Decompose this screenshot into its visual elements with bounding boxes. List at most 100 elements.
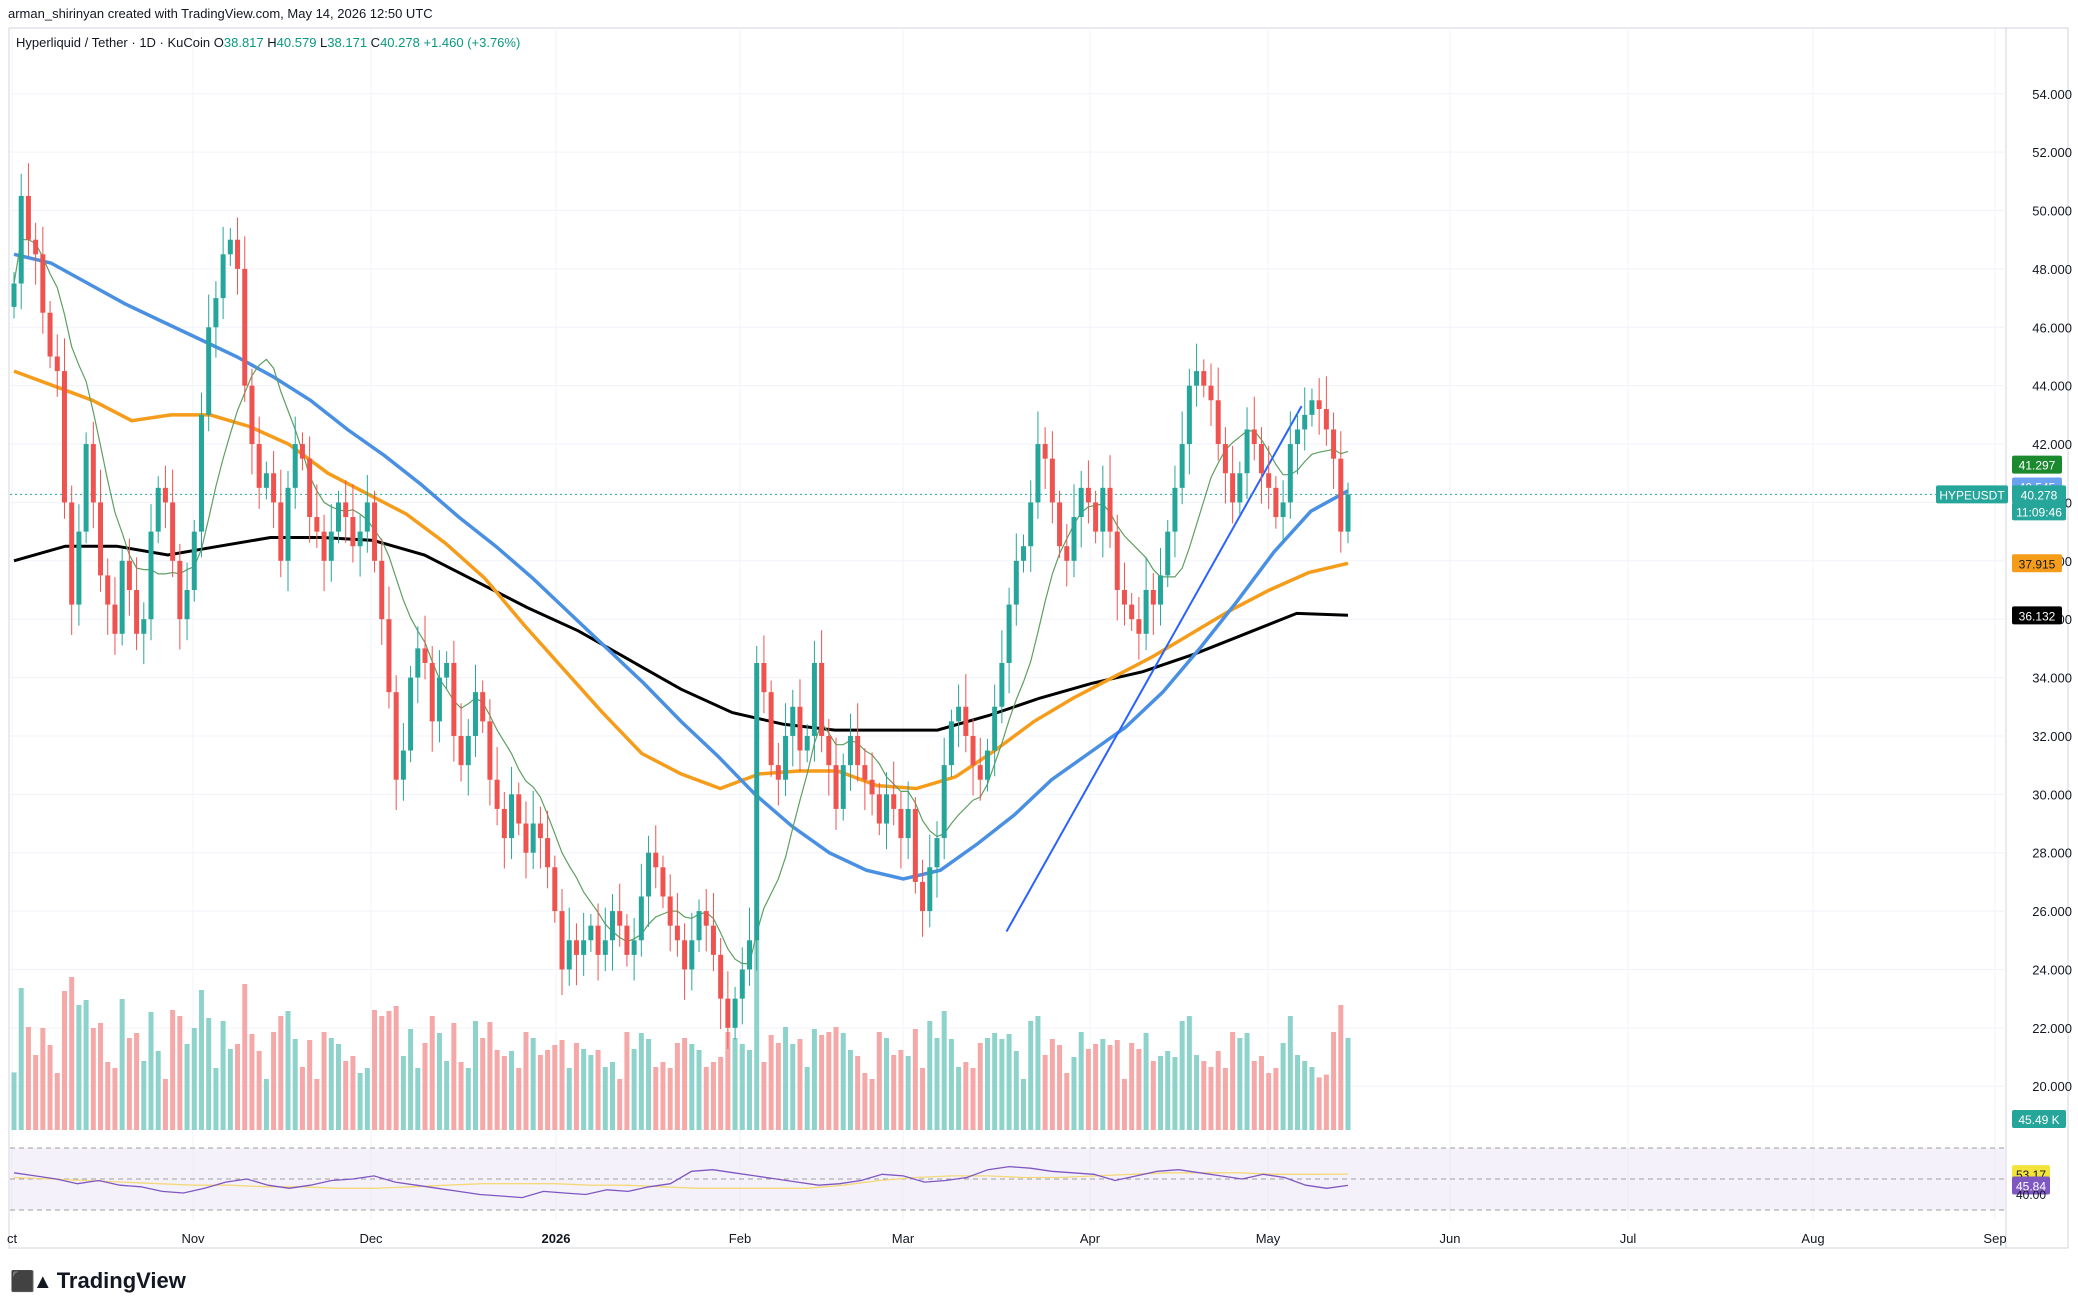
volume-bar bbox=[386, 1011, 392, 1130]
volume-bar bbox=[710, 1062, 716, 1130]
volume-bar bbox=[11, 1072, 17, 1130]
candle-body bbox=[840, 765, 846, 809]
candle-body bbox=[105, 575, 111, 605]
volume-bar bbox=[667, 1068, 673, 1130]
volume-bar bbox=[184, 1044, 190, 1130]
candle-body bbox=[1273, 487, 1279, 518]
price-tick: 52.000 bbox=[2032, 145, 2072, 160]
candle-body bbox=[321, 531, 327, 561]
candle-body bbox=[1136, 619, 1142, 634]
candle-body bbox=[1021, 546, 1027, 561]
candle-body bbox=[934, 838, 940, 868]
volume-bar bbox=[588, 1055, 594, 1130]
volume-bar bbox=[90, 1028, 96, 1130]
attribution: arman_shirinyan created with TradingView… bbox=[8, 6, 433, 21]
brand[interactable]: ⬛▲ TradingView bbox=[10, 1268, 186, 1294]
candle-body bbox=[1186, 385, 1192, 445]
volume-bar bbox=[1006, 1034, 1012, 1130]
candle-body bbox=[1114, 531, 1120, 590]
candle-body bbox=[1028, 502, 1034, 547]
candle-body bbox=[667, 896, 673, 926]
volume-bar bbox=[725, 1032, 731, 1130]
volume-bar bbox=[674, 1043, 680, 1130]
candle-body bbox=[768, 692, 774, 766]
volume-bar bbox=[335, 1044, 341, 1130]
volume-bar bbox=[1013, 1051, 1019, 1130]
volume-bar bbox=[516, 1068, 522, 1130]
candle-body bbox=[638, 896, 644, 941]
candle-body bbox=[1258, 444, 1264, 474]
volume-bar bbox=[69, 977, 75, 1130]
candle-body bbox=[1172, 487, 1178, 532]
volume-bar bbox=[811, 1029, 817, 1130]
volume-bar bbox=[653, 1067, 659, 1130]
candle-body bbox=[811, 662, 817, 736]
candle-body bbox=[213, 298, 219, 328]
ma-blue-line bbox=[13, 252, 1349, 881]
candle-body bbox=[862, 765, 868, 780]
candle-body bbox=[523, 823, 529, 853]
volume-bar bbox=[307, 1040, 313, 1130]
candle-body bbox=[11, 283, 17, 307]
candle-body bbox=[970, 735, 976, 766]
price-tick: 46.000 bbox=[2032, 320, 2072, 335]
candle-body bbox=[90, 444, 96, 503]
volume-bar bbox=[523, 1032, 529, 1130]
volume-bar bbox=[1165, 1051, 1171, 1130]
candle-body bbox=[1064, 546, 1070, 561]
ma-black-line bbox=[13, 536, 1349, 732]
volume-bar bbox=[1042, 1055, 1048, 1130]
candle-body bbox=[33, 239, 39, 255]
price-labels: 41.29740.545HYPEUSDT40.27811:09:4637.915… bbox=[1936, 455, 2066, 1202]
candle-body bbox=[1237, 473, 1243, 503]
price-tag-symbol_tag: HYPEUSDT bbox=[1936, 485, 2008, 504]
volume-bar bbox=[1028, 1021, 1034, 1130]
volume-bar bbox=[285, 1011, 291, 1130]
candle-body bbox=[328, 531, 334, 561]
candle-body bbox=[847, 735, 853, 766]
candle-body bbox=[357, 531, 363, 547]
moving-averages bbox=[10, 239, 2006, 965]
volume-bar bbox=[595, 1050, 601, 1130]
close-value: 40.278 bbox=[380, 35, 420, 50]
volume-bar bbox=[1172, 1057, 1178, 1130]
candle-body bbox=[170, 502, 176, 561]
candle-body bbox=[1006, 604, 1012, 663]
candle-body bbox=[148, 531, 154, 620]
candle-body bbox=[1049, 458, 1055, 503]
candle-body bbox=[530, 823, 536, 853]
time-tick: Dec bbox=[359, 1231, 383, 1246]
volume-bar bbox=[98, 1023, 104, 1130]
volume-bar bbox=[1280, 1043, 1286, 1130]
candle-body bbox=[227, 239, 233, 255]
candle-body bbox=[126, 560, 132, 590]
candle-body bbox=[545, 838, 551, 868]
candle-body bbox=[956, 706, 962, 722]
volume-bar bbox=[472, 1021, 478, 1130]
rsi-line bbox=[13, 1165, 1349, 1199]
volume-bar bbox=[1186, 1016, 1192, 1130]
candle-body bbox=[47, 312, 53, 357]
volume-bar bbox=[920, 1068, 926, 1130]
candle-body bbox=[819, 662, 825, 736]
volume-bar bbox=[638, 1033, 644, 1130]
candle-body bbox=[898, 808, 904, 839]
volume-bar bbox=[1273, 1068, 1279, 1130]
volume-bar bbox=[177, 1016, 183, 1130]
symbol-legend[interactable]: Hyperliquid / Tether · 1D · KuCoin O38.8… bbox=[16, 35, 520, 50]
candle-body bbox=[451, 662, 457, 736]
volume-bar bbox=[1323, 1074, 1329, 1130]
time-tick: Aug bbox=[1801, 1231, 1824, 1246]
candle-body bbox=[1194, 371, 1200, 386]
time-tick: ct bbox=[7, 1231, 18, 1246]
candle-body bbox=[581, 940, 587, 955]
candle-body bbox=[480, 692, 486, 722]
candle-body bbox=[198, 414, 204, 532]
volume-bar bbox=[530, 1038, 536, 1130]
volume-bar bbox=[1316, 1077, 1322, 1130]
candle-body bbox=[891, 794, 897, 809]
volume-bar bbox=[876, 1032, 882, 1130]
candle-body bbox=[1331, 429, 1337, 459]
candle-body bbox=[1230, 473, 1236, 503]
